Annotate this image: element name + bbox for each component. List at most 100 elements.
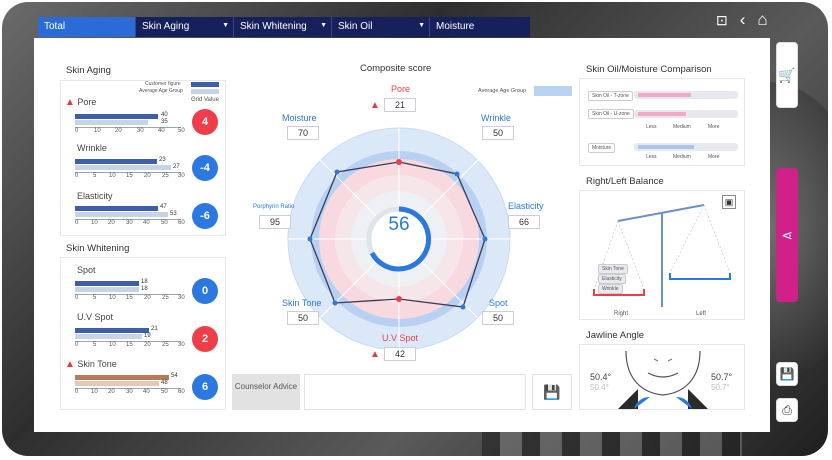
spot-customer-bar bbox=[75, 281, 139, 286]
spot-radar-label: Spot bbox=[489, 298, 508, 308]
pore-value-2: 35 bbox=[161, 119, 168, 125]
uv-spot-customer-bar bbox=[75, 328, 149, 333]
oil-uzone-fill bbox=[638, 112, 686, 116]
tick: 10 bbox=[91, 220, 98, 226]
wrinkle-customer-bar bbox=[75, 159, 157, 164]
balance-item: Elasticity bbox=[598, 274, 626, 284]
balance-title: Right/Left Balance bbox=[586, 176, 664, 187]
skin-tone-value-1: 54 bbox=[171, 373, 178, 379]
tab-label: Skin Whitening bbox=[240, 21, 307, 32]
tick: 0 bbox=[75, 173, 79, 179]
skin-tone-value-2: 48 bbox=[161, 380, 168, 386]
radar-point-moisture bbox=[334, 169, 340, 175]
oil-title: Skin Oil/Moisture Comparison bbox=[586, 64, 712, 75]
axis-line bbox=[75, 388, 181, 389]
print-icon: ⎙ bbox=[782, 402, 792, 417]
radar-chart bbox=[287, 127, 511, 351]
share-button[interactable]: ⋖ bbox=[776, 168, 798, 302]
tick: 50 bbox=[161, 220, 168, 226]
skin-whitening-box: Spot 18 18 0 5 10 15 20 25 30 0 U.V Spot 21 19… bbox=[60, 257, 226, 410]
spot-radar-value: 50 bbox=[482, 311, 514, 325]
moisture-radar-value: 70 bbox=[287, 126, 319, 140]
avg-age-swatch bbox=[534, 86, 572, 96]
uv-spot-value-2: 19 bbox=[144, 333, 151, 339]
tick: 0 bbox=[75, 295, 79, 301]
moisture-fill bbox=[638, 145, 694, 149]
tick: 20 bbox=[108, 389, 115, 395]
tick: 15 bbox=[126, 295, 133, 301]
jaw-right-angle-avg: 50.4° bbox=[590, 383, 609, 392]
jawline-box: 50.4° 50.4° 50.7° 50.7° bbox=[579, 344, 745, 410]
tab-skin-aging[interactable]: Skin Aging ▼ bbox=[136, 17, 234, 37]
tick: 10 bbox=[91, 389, 98, 395]
tick: 20 bbox=[115, 128, 122, 134]
save-button[interactable]: 💾 bbox=[776, 362, 798, 386]
cart-button[interactable]: 🛒 bbox=[776, 42, 798, 108]
jawline-title: Jawline Angle bbox=[586, 330, 645, 341]
uv-spot-value-1: 21 bbox=[151, 326, 158, 332]
jawline-face-illustration bbox=[618, 350, 708, 409]
spot-avg-bar bbox=[75, 287, 139, 292]
tick: 20 bbox=[144, 295, 151, 301]
tab-total[interactable]: Total bbox=[38, 17, 136, 37]
axis-line bbox=[75, 127, 181, 128]
tab-skin-oil[interactable]: Skin Oil ▼ bbox=[332, 17, 430, 37]
porphyrin-radar-value: 95 bbox=[259, 215, 291, 229]
skin-tone-avg-bar bbox=[75, 381, 159, 386]
top-icons: ⊡ ‹ ⌂ bbox=[716, 10, 768, 30]
chevron-down-icon: ▼ bbox=[418, 22, 425, 29]
elasticity-avg-bar bbox=[75, 212, 168, 217]
tick: 15 bbox=[126, 342, 133, 348]
tick: 0 bbox=[75, 342, 79, 348]
tick: 20 bbox=[144, 342, 151, 348]
profile-icon[interactable]: ⊡ bbox=[716, 11, 728, 28]
pore-radar-label: Pore bbox=[391, 84, 411, 94]
pore-avg-bar bbox=[75, 120, 148, 125]
radar-point-wrinkle bbox=[454, 171, 460, 177]
tick: 30 bbox=[178, 342, 185, 348]
tick: 10 bbox=[94, 128, 101, 134]
score-ring-progress bbox=[369, 206, 431, 272]
tab-label: Total bbox=[44, 21, 66, 32]
advice-text-area[interactable] bbox=[304, 374, 526, 410]
save-icon[interactable]: 💾 bbox=[532, 374, 572, 410]
tick: 40 bbox=[143, 389, 150, 395]
avg-age-legend: Average Age Group bbox=[478, 88, 527, 94]
back-icon[interactable]: ‹ bbox=[739, 10, 746, 29]
legend-customer-swatch bbox=[191, 82, 219, 87]
home-icon[interactable]: ⌂ bbox=[757, 10, 768, 29]
cart-icon: 🛒 bbox=[778, 66, 796, 83]
person-icon[interactable]: ▣ bbox=[722, 195, 736, 209]
tab-label: Skin Aging bbox=[142, 21, 190, 32]
tab-label: Moisture bbox=[436, 21, 475, 32]
pore-customer-bar bbox=[75, 114, 158, 119]
tab-moisture[interactable]: Moisture bbox=[430, 17, 530, 37]
level-more: More bbox=[708, 124, 720, 130]
wrinkle-label: Wrinkle bbox=[77, 143, 107, 153]
wrinkle-value-2: 27 bbox=[173, 164, 180, 170]
pore-radar-value: 21 bbox=[384, 98, 416, 112]
legend-avg-swatch bbox=[191, 89, 219, 94]
jaw-left-angle: 50.7° bbox=[711, 372, 733, 382]
uvspot-radar-label: U.V Spot bbox=[382, 333, 419, 343]
level-less: Less bbox=[646, 154, 657, 160]
print-button[interactable]: ⎙ bbox=[776, 398, 798, 422]
pore-value-1: 40 bbox=[161, 112, 168, 118]
tick: 5 bbox=[93, 173, 97, 179]
axis-line bbox=[75, 172, 181, 173]
warning-icon: ▲ bbox=[65, 97, 75, 108]
radar-point-porphyrin bbox=[307, 236, 313, 242]
porphyrin-radar-label: Porphyrin Ratio bbox=[253, 204, 295, 210]
counselor-advice-button[interactable]: Counselor Advice bbox=[232, 374, 300, 410]
tick: 0 bbox=[75, 220, 79, 226]
tab-skin-whitening[interactable]: Skin Whitening ▼ bbox=[234, 17, 332, 37]
oil-tzone-fill bbox=[638, 93, 691, 97]
skin-tone-score-badge: 6 bbox=[192, 374, 218, 400]
tick: 60 bbox=[178, 220, 185, 226]
skin-whitening-title: Skin Whitening bbox=[66, 243, 130, 254]
tick: 30 bbox=[178, 173, 185, 179]
skin-aging-title: Skin Aging bbox=[66, 65, 111, 76]
level-less: Less bbox=[646, 124, 657, 130]
chevron-down-icon: ▼ bbox=[222, 22, 229, 29]
oil-uzone-label: Skin Oil - U-zone bbox=[588, 109, 634, 119]
